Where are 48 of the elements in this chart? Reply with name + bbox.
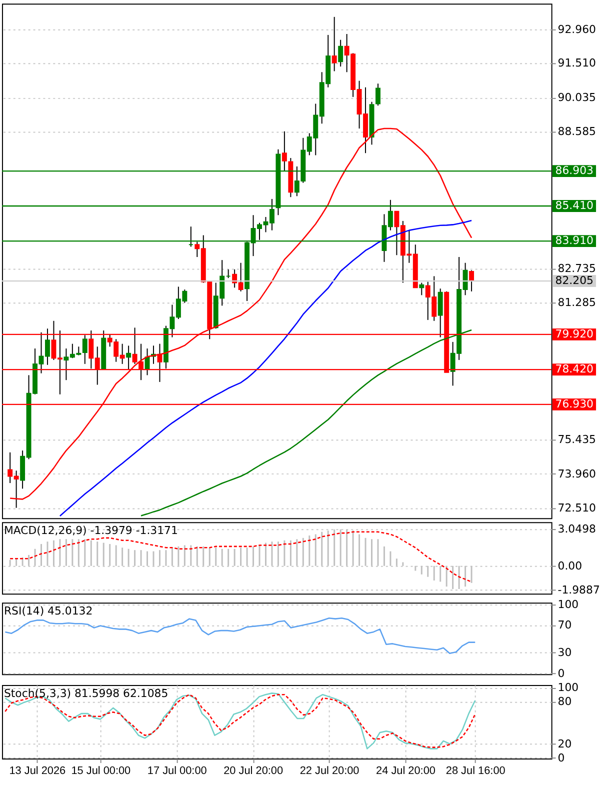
ref-line-label: 78.420 (555, 362, 594, 376)
y-tick-label: 70 (558, 618, 572, 632)
ref-line-label: 85.410 (555, 198, 594, 212)
candlestick (469, 270, 474, 292)
y-tick-label: -1.9887 (558, 584, 600, 597)
y-tick-label: 100 (558, 681, 579, 694)
y-tick-label: 82.735 (558, 262, 596, 276)
candlestick (282, 130, 287, 172)
ref-line-label: 76.930 (555, 397, 594, 410)
y-tick-label: 0 (558, 751, 565, 764)
y-tick-label: 0.00 (558, 559, 582, 572)
y-tick-label: 92.960 (558, 22, 596, 36)
y-tick-label: 3.0498 (558, 522, 596, 536)
candlestick (332, 16, 337, 72)
y-tick-label: 20 (558, 737, 572, 750)
x-tick-label: 13 Jul 2026 (9, 764, 66, 777)
y-tick-label: 81.285 (558, 296, 596, 309)
chart-title: Stoch(5,3,3) 81.5998 62.1085 (4, 686, 168, 700)
x-tick-label: 15 Jul 00:00 (71, 764, 131, 777)
line-series (59, 220, 472, 517)
x-tick-label: 24 Jul 20:00 (376, 764, 436, 777)
y-tick-label: 90.035 (558, 91, 596, 104)
y-tick-label: 30 (558, 646, 572, 660)
candlestick (338, 39, 344, 68)
line-series (4, 617, 476, 654)
x-tick-label: 22 Jul 20:00 (300, 764, 360, 777)
y-tick-label: 80 (558, 695, 572, 708)
y-tick-label: 100 (558, 598, 579, 611)
candlestick (82, 334, 88, 364)
candlestick (126, 345, 132, 370)
x-tick-label: 28 Jul 16:00 (446, 764, 506, 777)
candlestick (376, 83, 380, 106)
y-tick-label: 72.510 (558, 501, 596, 514)
y-tick-label: 0 (558, 666, 565, 680)
x-tick-label: 17 Jul 00:00 (147, 764, 207, 777)
ref-line-label: 83.910 (555, 234, 594, 248)
candlestick (419, 282, 424, 296)
y-tick-label: 88.585 (558, 125, 596, 138)
ref-line-label: 86.903 (555, 164, 594, 178)
chart-title: RSI(14) 45.0132 (4, 604, 93, 618)
chart-title: MACD(12,26,9) -1.3979 -1.3171 (4, 524, 178, 538)
candlestick (438, 288, 443, 338)
x-tick-label: 20 Jul 20:00 (224, 764, 284, 777)
ref-line-label: 82.205 (555, 274, 594, 287)
y-tick-label: 75.435 (558, 432, 596, 446)
y-tick-label: 73.960 (558, 467, 596, 480)
ref-line-label: 79.920 (555, 327, 594, 340)
y-tick-label: 91.510 (558, 56, 596, 70)
